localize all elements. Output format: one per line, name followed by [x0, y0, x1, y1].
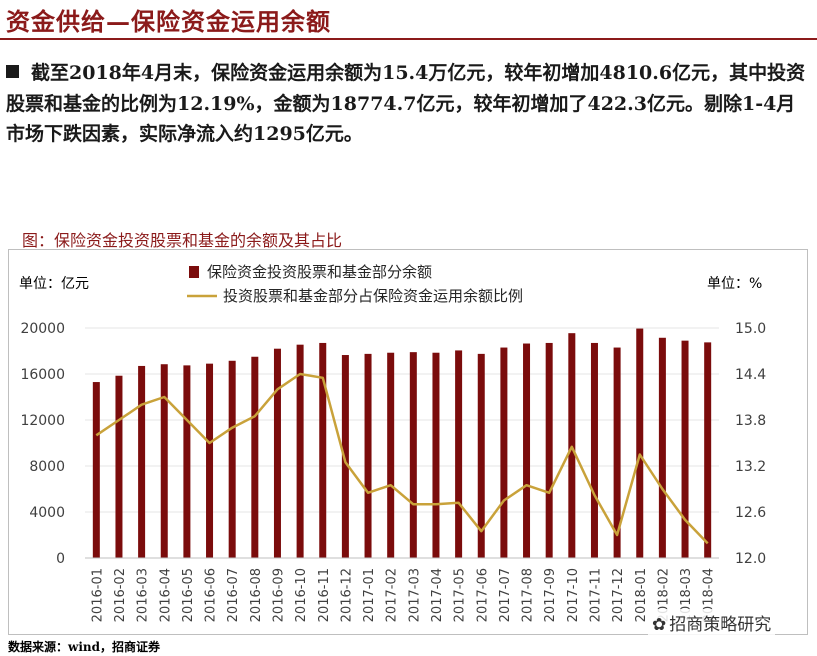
right-tick-label: 14.4	[735, 367, 766, 383]
bar	[477, 353, 485, 558]
x-tick-label: 2018-04	[702, 568, 717, 622]
bar	[319, 342, 327, 558]
bar	[115, 375, 123, 558]
bar	[251, 356, 259, 558]
x-tick-label: 2016-05	[181, 568, 196, 622]
bar	[704, 342, 712, 558]
x-tick-label: 2017-03	[407, 568, 422, 622]
watermark: ✿ 招商策略研究	[648, 609, 776, 636]
summary-text: 截至2018年4月末，保险资金运用余额为15.4万亿元，较年初增加4810.6亿…	[6, 62, 806, 145]
wechat-icon: ✿	[652, 615, 667, 635]
chart-frame: 0 4000 8000 12000 16000 20000 12.0 12.6 13.2 13.8…	[8, 249, 808, 635]
x-tick-label: 2016-09	[271, 568, 286, 622]
bar	[409, 352, 417, 558]
right-tick-label: 13.8	[735, 413, 766, 429]
bar	[296, 344, 304, 558]
bar	[681, 340, 689, 558]
bar	[658, 337, 666, 558]
x-tick-label: 2017-07	[498, 568, 513, 622]
x-tick-label: 2017-10	[566, 568, 581, 622]
page-title: 资金供给—保险资金运用余额	[6, 7, 331, 36]
x-tick-label: 2017-12	[611, 568, 626, 622]
right-tick-label: 12.0	[735, 551, 766, 567]
title-divider	[0, 38, 817, 40]
x-tick-label: 2016-01	[90, 568, 105, 622]
legend-bar-swatch	[189, 266, 199, 278]
left-tick-label: 4000	[29, 505, 65, 521]
left-axis-unit: 单位：亿元	[19, 276, 89, 292]
bar	[228, 360, 236, 558]
bar	[138, 365, 146, 558]
x-tick-label: 2016-08	[249, 568, 264, 622]
x-tick-label: 2016-07	[226, 568, 241, 622]
watermark-text: 招商策略研究	[669, 615, 772, 635]
bar	[455, 350, 463, 558]
legend-line-label: 投资股票和基金部分占保险资金运用余额比例	[223, 287, 523, 305]
bar	[273, 348, 281, 558]
bar	[432, 352, 440, 558]
bar	[636, 328, 644, 558]
x-tick-label: 2016-02	[113, 568, 128, 622]
x-tick-label: 2017-08	[521, 568, 536, 622]
x-tick-label: 2016-06	[204, 568, 219, 622]
figure-title: 图：保险资金投资股票和基金的余额及其占比	[22, 231, 343, 250]
x-tick-label: 2017-04	[430, 568, 445, 622]
left-tick-label: 12000	[20, 413, 65, 429]
x-tick-label: 2017-05	[453, 568, 468, 622]
bar	[206, 363, 214, 558]
summary-paragraph: 截至2018年4月末，保险资金运用余额为15.4万亿元，较年初增加4810.6亿…	[6, 58, 806, 150]
x-tick-label: 2017-11	[588, 568, 603, 622]
square-bullet-icon	[6, 65, 19, 78]
x-tick-label: 2017-09	[543, 568, 558, 622]
x-tick-label: 2016-03	[136, 568, 151, 622]
x-tick-label: 2017-06	[475, 568, 490, 622]
right-tick-label: 12.6	[735, 505, 766, 521]
x-tick-label: 2017-02	[385, 568, 400, 622]
right-tick-label: 15.0	[735, 321, 766, 337]
bar	[590, 342, 598, 558]
x-tick-label: 2016-04	[158, 568, 173, 622]
bar	[500, 347, 508, 558]
bar	[613, 347, 621, 558]
bar	[92, 382, 100, 558]
bar	[341, 355, 349, 558]
bar	[387, 352, 395, 558]
ratio-line	[95, 372, 709, 545]
bar	[545, 342, 553, 558]
data-source: 数据来源：wind，招商证券	[8, 640, 161, 654]
left-tick-label: 0	[56, 551, 65, 567]
x-tick-label: 2016-12	[339, 568, 354, 622]
x-tick-label: 2017-01	[362, 568, 377, 622]
bar	[523, 343, 531, 558]
left-tick-label: 8000	[29, 459, 65, 475]
bar	[183, 365, 191, 558]
x-tick-label: 2018-02	[656, 568, 671, 622]
left-tick-label: 16000	[20, 367, 65, 383]
x-tick-label: 2016-10	[294, 568, 309, 622]
legend-bar-label: 保险资金投资股票和基金部分余额	[207, 263, 432, 281]
x-tick-label: 2016-11	[317, 568, 332, 622]
right-tick-label: 13.2	[735, 459, 766, 475]
bar	[160, 364, 168, 558]
bar	[364, 353, 372, 558]
x-tick-label: 2018-01	[634, 568, 649, 622]
x-tick-label: 2018-03	[679, 568, 694, 622]
right-axis-unit: 单位：%	[707, 276, 762, 292]
chart-svg: 0 4000 8000 12000 16000 20000 12.0 12.6 13.2 13.8…	[19, 263, 766, 622]
left-tick-label: 20000	[20, 321, 65, 337]
